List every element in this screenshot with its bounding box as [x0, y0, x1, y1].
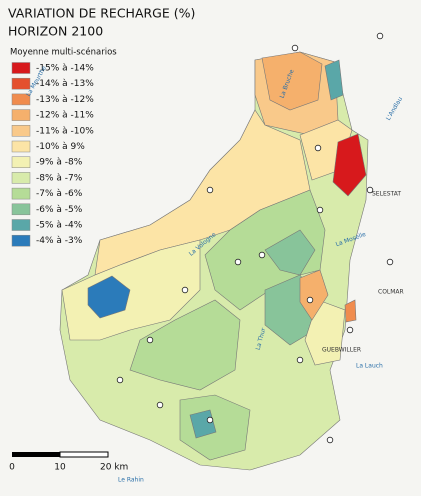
town [156, 401, 164, 409]
scale-label: 0 [9, 463, 15, 473]
zone [332, 133, 367, 197]
legend-label: -11% à -10% [36, 126, 94, 136]
regions [59, 32, 394, 471]
legend-label: -13% à -12% [36, 95, 94, 105]
town [146, 336, 154, 344]
legend-swatch [11, 140, 31, 153]
legend-label: -4% à -3% [36, 236, 83, 246]
town [291, 44, 299, 52]
legend-label: -8% à -7% [36, 173, 83, 183]
scale-bar [12, 451, 109, 458]
legend-label: -12% à -11% [36, 111, 94, 121]
legend-swatch [11, 187, 31, 200]
zone [344, 299, 357, 323]
map-subtitle: HORIZON 2100 [8, 24, 103, 39]
zone [264, 229, 316, 276]
town [316, 206, 324, 214]
town [366, 186, 374, 194]
zone [299, 269, 329, 321]
place-label: La Lauch [356, 363, 383, 370]
legend-label: -7% à -6% [36, 189, 83, 199]
scale-label: 10 [54, 463, 66, 473]
zone [129, 299, 241, 391]
town [116, 376, 124, 384]
town [346, 326, 354, 334]
legend-label: -14% à -13% [36, 79, 94, 89]
place-label: SELESTAT [372, 191, 401, 198]
zone [87, 275, 131, 319]
legend-label: -9% à -8% [36, 158, 83, 168]
legend-swatch [11, 62, 31, 74]
legend-swatch [11, 172, 31, 184]
legend-swatch [11, 109, 31, 121]
legend-swatch [11, 219, 31, 231]
zone [304, 299, 346, 366]
zone [261, 51, 323, 111]
zone [324, 59, 344, 101]
town [296, 356, 304, 364]
scale-label: 20 km [100, 463, 128, 473]
town [386, 258, 394, 266]
legend-label: -15% à -14% [36, 64, 94, 74]
place-label: COLMAR [378, 289, 404, 296]
legend-swatch [11, 234, 31, 247]
legend-label: -5% à -4% [36, 221, 83, 231]
legend-title: Moyenne multi-scénarios [10, 47, 117, 58]
town [206, 416, 214, 424]
legend-swatch [11, 77, 31, 90]
legend-swatch [11, 203, 31, 216]
town [206, 186, 214, 194]
town [306, 296, 314, 304]
scale-segment [12, 452, 60, 457]
place-label: GUEBWILLER [322, 347, 361, 354]
legend-swatch [11, 93, 31, 106]
legend: -15% à -14% -14% à -13% -13% à -12% -12% à … [11, 62, 94, 247]
town [234, 258, 242, 266]
legend-label: -10% à 9% [36, 142, 85, 152]
legend-swatch [11, 156, 31, 168]
zone [61, 239, 201, 341]
place-label: Le Rahin [118, 477, 144, 484]
town [376, 32, 384, 40]
scale-segment [59, 451, 109, 458]
town [326, 436, 334, 444]
town [181, 286, 189, 294]
map-title: VARIATION DE RECHARGE (%) [8, 6, 195, 21]
town [314, 144, 322, 152]
legend-label: -6% à -5% [36, 205, 83, 215]
legend-swatch [11, 125, 31, 137]
town [258, 251, 266, 259]
